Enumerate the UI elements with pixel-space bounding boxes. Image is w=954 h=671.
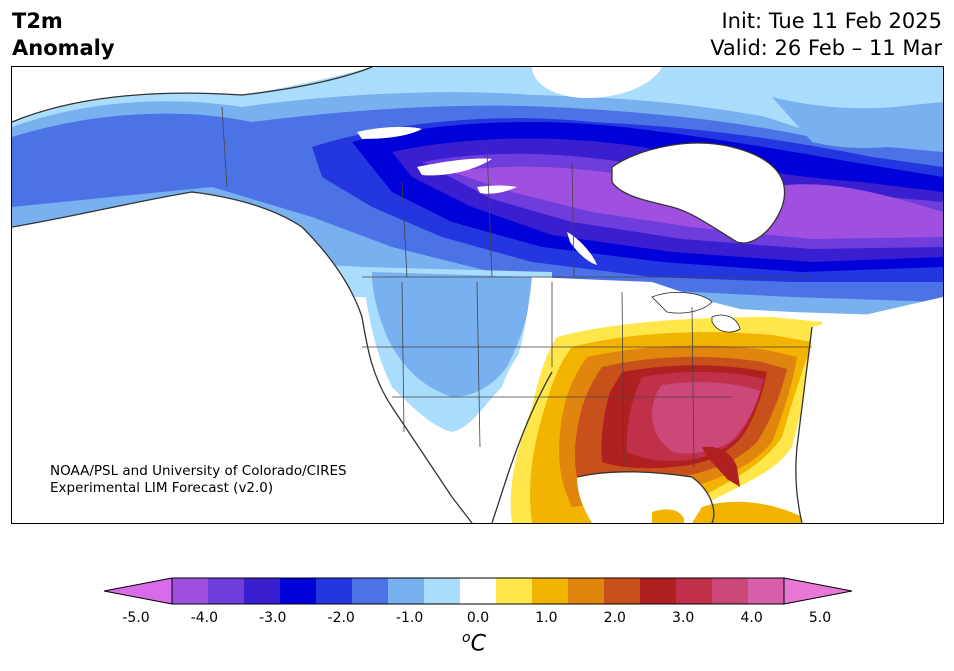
unit-superscript: o [462, 630, 471, 646]
us-west-blue [372, 272, 532, 397]
colorbar-tick-label: -1.0 [395, 610, 424, 626]
mexico-patch [652, 509, 684, 523]
warm-pink [652, 382, 760, 454]
pacific-ocean [12, 192, 472, 523]
credit-line-1: NOAA/PSL and University of Colorado/CIRE… [50, 463, 347, 479]
arctic-water [532, 67, 872, 122]
colorbar-max-extend [783, 577, 852, 605]
colorbar-swatch [244, 578, 281, 604]
colorbar-tick-label: 0.0 [466, 610, 490, 626]
colorbar-swatch [424, 578, 461, 604]
cuba [692, 501, 802, 523]
colorbar-swatch [532, 578, 569, 604]
boundaries [12, 67, 813, 523]
atlantic-ocean [798, 297, 943, 523]
init-date: Init: Tue 11 Feb 2025 [721, 9, 942, 33]
colorbar-swatch [640, 578, 677, 604]
colorbar-swatch [748, 578, 785, 604]
colorbar-swatch [208, 578, 245, 604]
great-lakes [651, 292, 741, 333]
title-line-2: Anomaly [12, 36, 115, 60]
us-neutral [452, 277, 812, 523]
colorbar-swatch [496, 578, 533, 604]
valid-range: Valid: 26 Feb – 11 Mar [710, 36, 942, 60]
colorbar-swatch [172, 578, 209, 604]
colorbar-tick-label: 5.0 [808, 610, 832, 626]
map-canvas: NOAA/PSL and University of Colorado/CIRE… [12, 67, 943, 523]
colorbar-tick-label: 1.0 [535, 610, 558, 626]
unit-label: oC [462, 630, 486, 656]
colorbar-frame [171, 577, 785, 605]
colorbar [104, 577, 852, 605]
florida [702, 446, 740, 487]
colorbar-tick-label: 2.0 [603, 610, 626, 626]
colorbar-tick-label: 4.0 [740, 610, 763, 626]
forecast-dates: Init: Tue 11 Feb 2025 Valid: 26 Feb – 11… [710, 8, 942, 62]
map-title: T2m Anomaly [12, 8, 115, 62]
hudson-bay [612, 143, 785, 243]
unit-letter: C [470, 631, 486, 657]
colorbar-tick-label: -2.0 [327, 610, 355, 626]
gulf-of-mexico [577, 471, 714, 523]
colorbar-min-extend [104, 577, 173, 605]
colorbar-tick-label: -5.0 [122, 610, 150, 626]
colorbar-tick-label: -3.0 [259, 610, 287, 626]
colorbar-swatch [280, 578, 317, 604]
colorbar-swatch [316, 578, 353, 604]
colorbar-swatch [568, 578, 605, 604]
colorbar-swatch [712, 578, 749, 604]
political-borders [221, 106, 812, 468]
colorbar-tick-label: 3.0 [672, 610, 695, 626]
colorbar-swatch [604, 578, 641, 604]
credit-line-2: Experimental LIM Forecast (v2.0) [50, 480, 273, 496]
greenland-blue [772, 97, 943, 149]
colorbar-swatch [388, 578, 425, 604]
anomaly-map: NOAA/PSL and University of Colorado/CIRE… [11, 66, 944, 524]
colorbar-swatch [676, 578, 713, 604]
title-line-1: T2m [12, 9, 63, 33]
colorbar-tick-label: -4.0 [190, 610, 219, 626]
colorbar-swatch [460, 578, 497, 604]
colorbar-ticks: -5.0 -4.0 -3.0 -2.0 -1.0 0.0 1.0 2.0 3.0 4.0 5.0 [0, 610, 954, 630]
colorbar-swatch [352, 578, 389, 604]
